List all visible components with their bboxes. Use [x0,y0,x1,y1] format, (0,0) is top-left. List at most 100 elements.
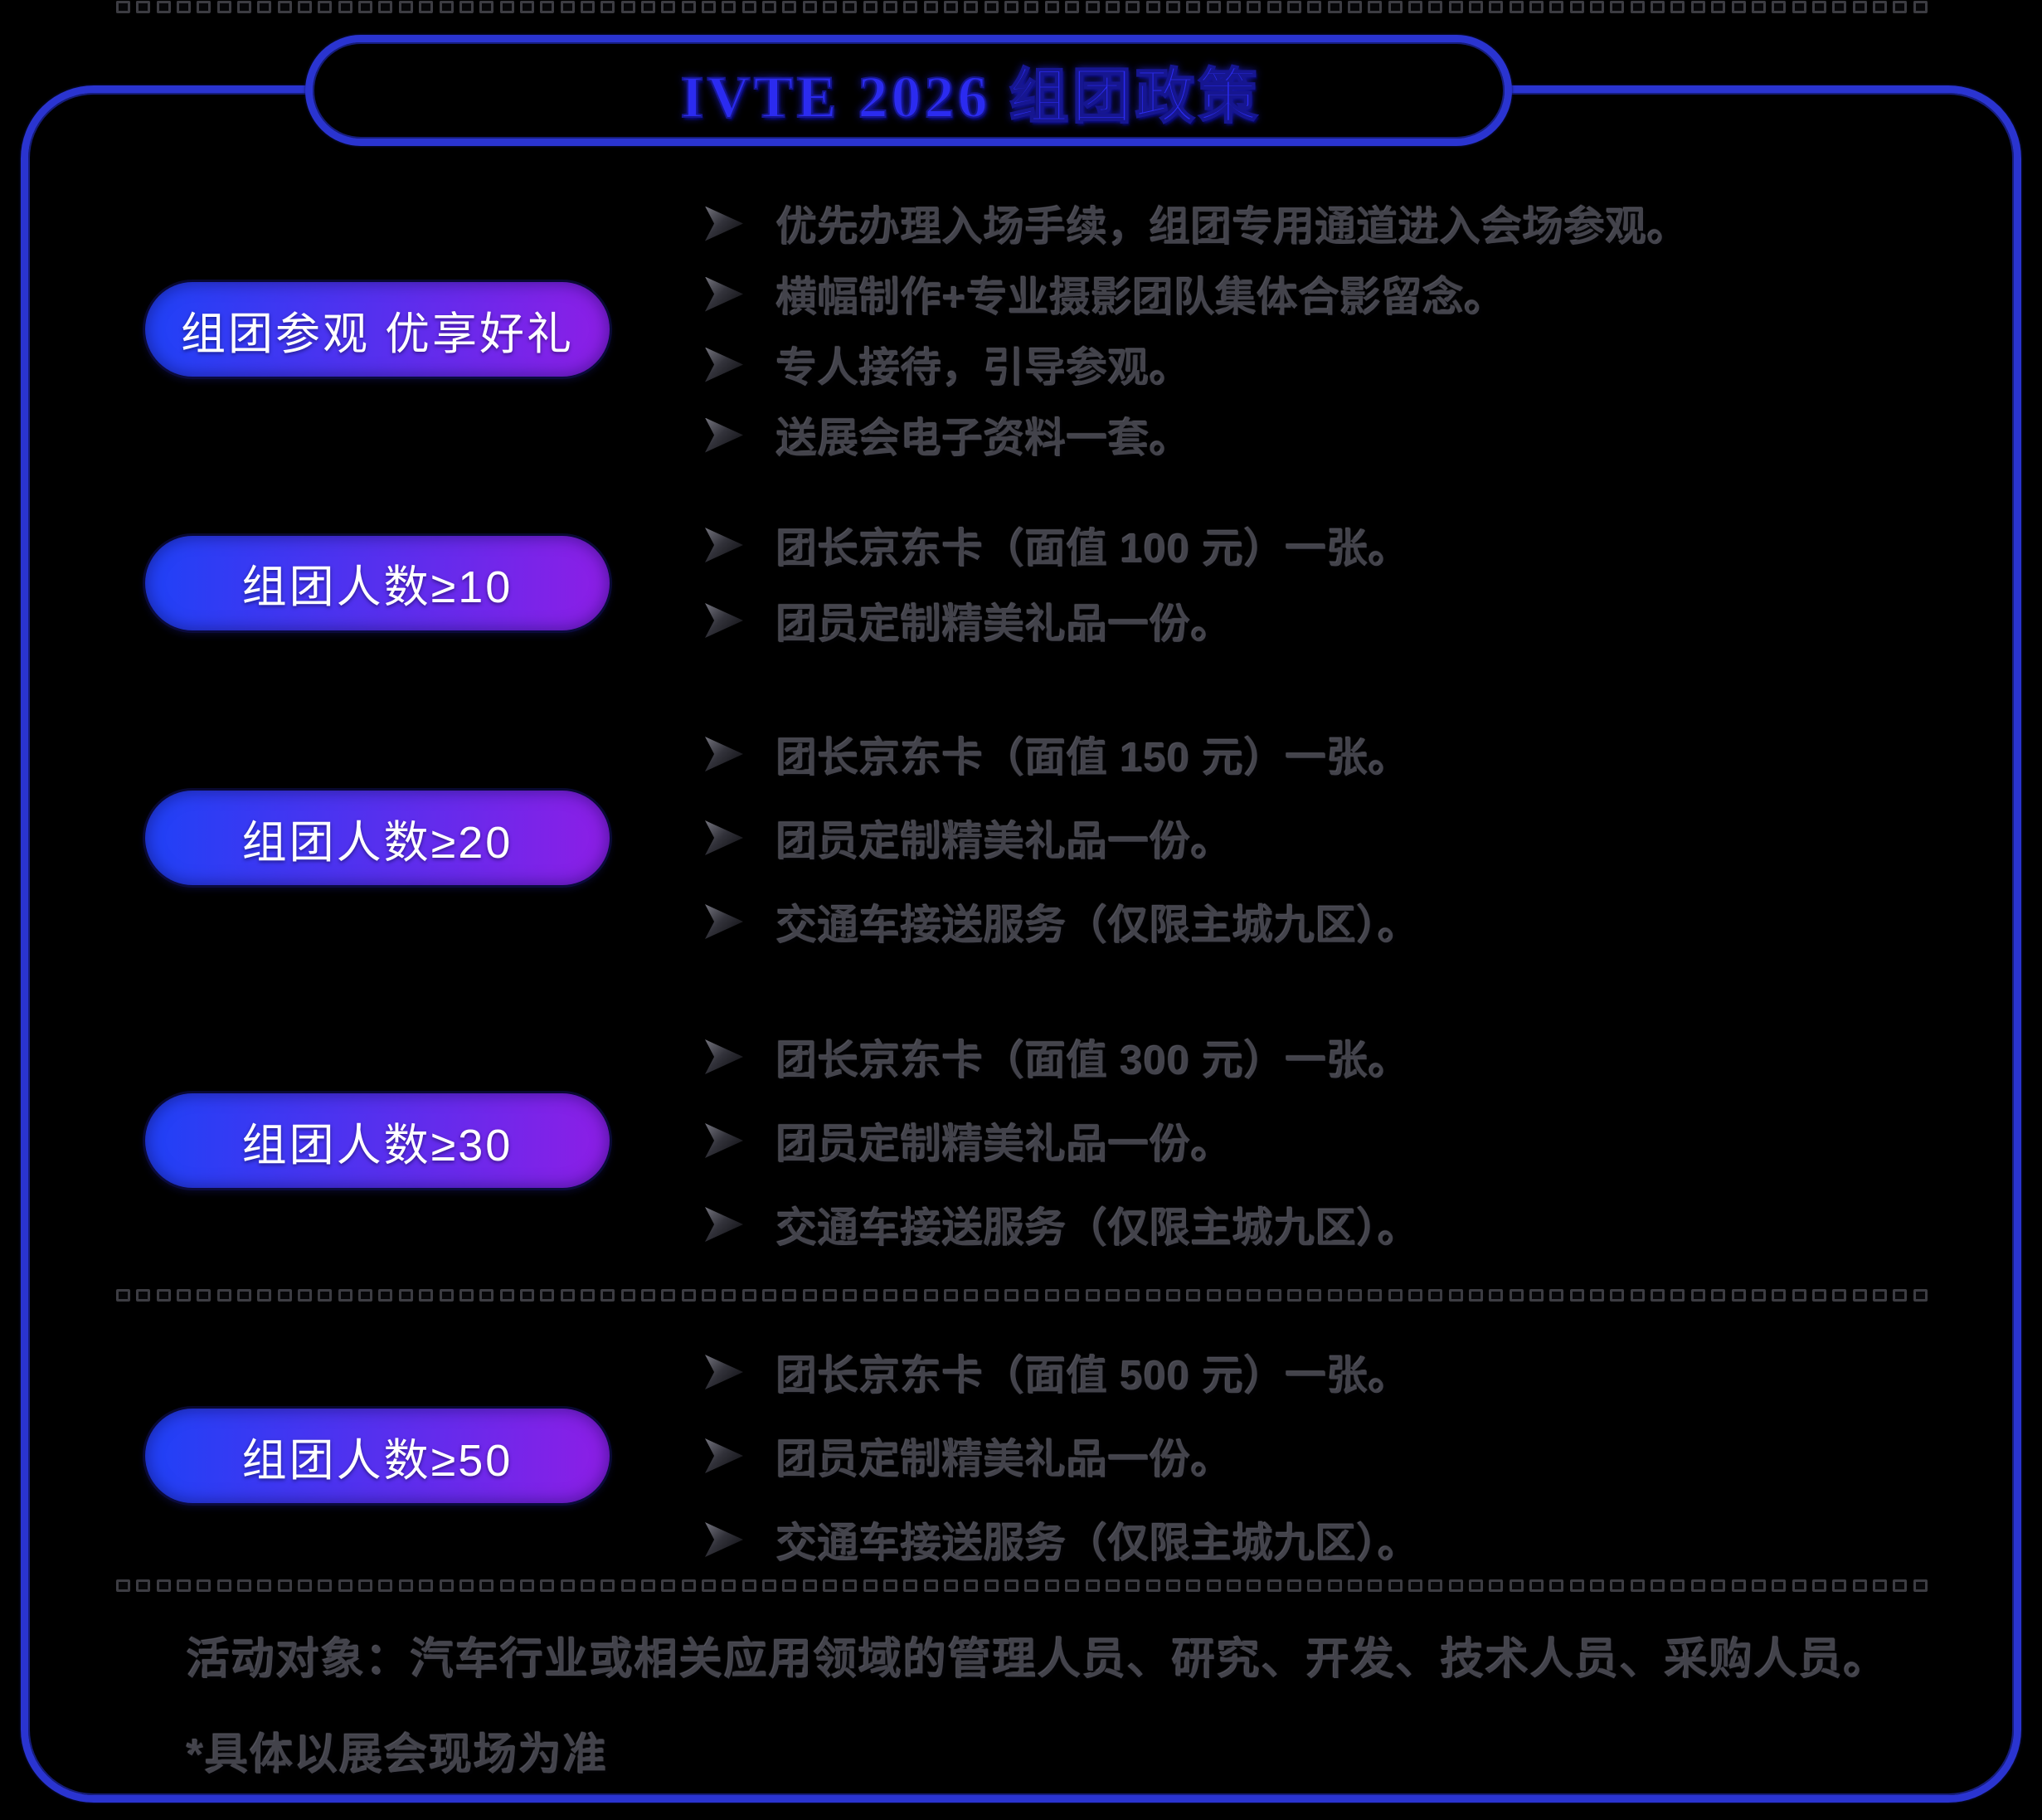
divider-dash [1509,1288,1524,1302]
divider-dash [741,0,756,13]
divider-dash [1085,1288,1100,1302]
divider-dash [499,1288,514,1302]
divider-dash [156,1288,171,1302]
divider-dash [1388,1288,1403,1302]
divider-dash [1509,0,1524,13]
divider-dash [1165,0,1180,13]
arrowhead-right-icon [705,276,743,312]
divider-dash [499,1579,514,1592]
divider-dash [661,1579,676,1592]
disclaimer-text: *具体以展会现场为准 [187,1731,609,1779]
divider-dash [338,1579,352,1592]
divider-dash [1267,0,1281,13]
divider-dash [1751,0,1766,13]
divider-dash [479,1288,494,1302]
divider-dash [358,0,373,13]
divider-dash [1448,0,1463,13]
divider-dash [782,0,797,13]
divider-dash [277,1579,292,1592]
divider-dash [277,1288,292,1302]
section-pill: 组团人数≥10 [145,535,610,630]
divider-dash [1126,1288,1140,1302]
divider-dash [1186,1579,1201,1592]
section-pill-label: 组团参观 优享好礼 [180,309,574,359]
divider-dash [863,1288,878,1302]
divider-dash [1085,0,1100,13]
divider-dash [823,1288,838,1302]
benefit-item: 交通车接送服务（仅限主城九区）。 [705,1511,1420,1569]
divider-dash [358,1288,373,1302]
divider-dash [1852,0,1867,13]
divider-dash [640,0,655,13]
divider-dash [1267,1288,1281,1302]
divider-dash [1408,0,1422,13]
divider-dash [600,1579,615,1592]
divider-dash [1852,1288,1867,1302]
divider-dash [640,1579,655,1592]
divider-dash [419,1288,434,1302]
divider-dash [298,1579,313,1592]
divider-dash [1893,1288,1908,1302]
divider-dash [1206,1579,1221,1592]
benefit-text: 横幅制作+专业摄影团队集体合影留念。 [776,275,1506,320]
divider-dash [1469,0,1484,13]
divider-dash [1044,1288,1059,1302]
divider-dash [1872,1288,1887,1302]
divider-dash [883,0,898,13]
divider-dash [257,1579,272,1592]
divider-dash [1165,1579,1180,1592]
divider-dash [1286,1288,1301,1302]
section-pill: 组团参观 优享好礼 [145,282,610,377]
policy-section: 组团人数≥30 团长京东卡（面值 300 元）一张。 团员定制精美礼品一份。 交通车… [145,1039,1967,1251]
divider-dash [257,1288,272,1302]
divider-dash [1489,1579,1504,1592]
divider-dash [1549,0,1564,13]
divider-dash [1549,1288,1564,1302]
divider-dash [1469,1579,1484,1592]
divider-dash [136,1579,151,1592]
divider-dash [560,0,575,13]
divider-dash [903,1288,918,1302]
divider-dash [1347,0,1362,13]
divider-dash [823,0,838,13]
arrowhead-right-icon [705,1039,743,1074]
section-pill-label: 组团人数≥10 [241,562,513,612]
divider-dash [1711,0,1726,13]
benefit-item: 送展会电子资料一套。 [705,406,1689,465]
divider-dash [237,1288,252,1302]
divider-dash [540,1579,555,1592]
benefit-text: 交通车接送服务（仅限主城九区）。 [776,1521,1420,1566]
divider-dash [1893,0,1908,13]
benefit-item: 团长京东卡（面值 100 元）一张。 [705,516,1410,575]
divider-dash [1226,0,1241,13]
divider-dash [1913,1579,1928,1592]
divider-dash [378,1579,393,1592]
divider-dash [661,0,676,13]
divider-dash [156,1579,171,1592]
divider-dash [1085,1579,1100,1592]
divider-dash [1670,0,1685,13]
divider-dash [883,1579,898,1592]
divider-dash [1751,1288,1766,1302]
divider-dash [1368,0,1383,13]
arrowhead-right-icon [705,1438,743,1473]
divider-dash [1307,1579,1322,1592]
divider-dash [1065,1288,1080,1302]
divider-dash [661,1288,676,1302]
divider-dash [984,1288,999,1302]
divider-dash [1004,0,1019,13]
divider-dash [1145,1288,1160,1302]
divider-dash [1247,1288,1262,1302]
divider-dash [1226,1288,1241,1302]
divider-dash [843,1288,858,1302]
divider-dash [216,1579,231,1592]
divider-dash [843,1579,858,1592]
dashed-divider [116,0,1928,13]
divider-dash [984,1579,999,1592]
divider-dash [944,1579,959,1592]
divider-dash [136,0,151,13]
benefit-text: 团长京东卡（面值 300 元）一张。 [776,1038,1410,1083]
divider-dash [964,1288,979,1302]
benefit-text: 送展会电子资料一套。 [776,416,1192,461]
divider-dash [216,0,231,13]
